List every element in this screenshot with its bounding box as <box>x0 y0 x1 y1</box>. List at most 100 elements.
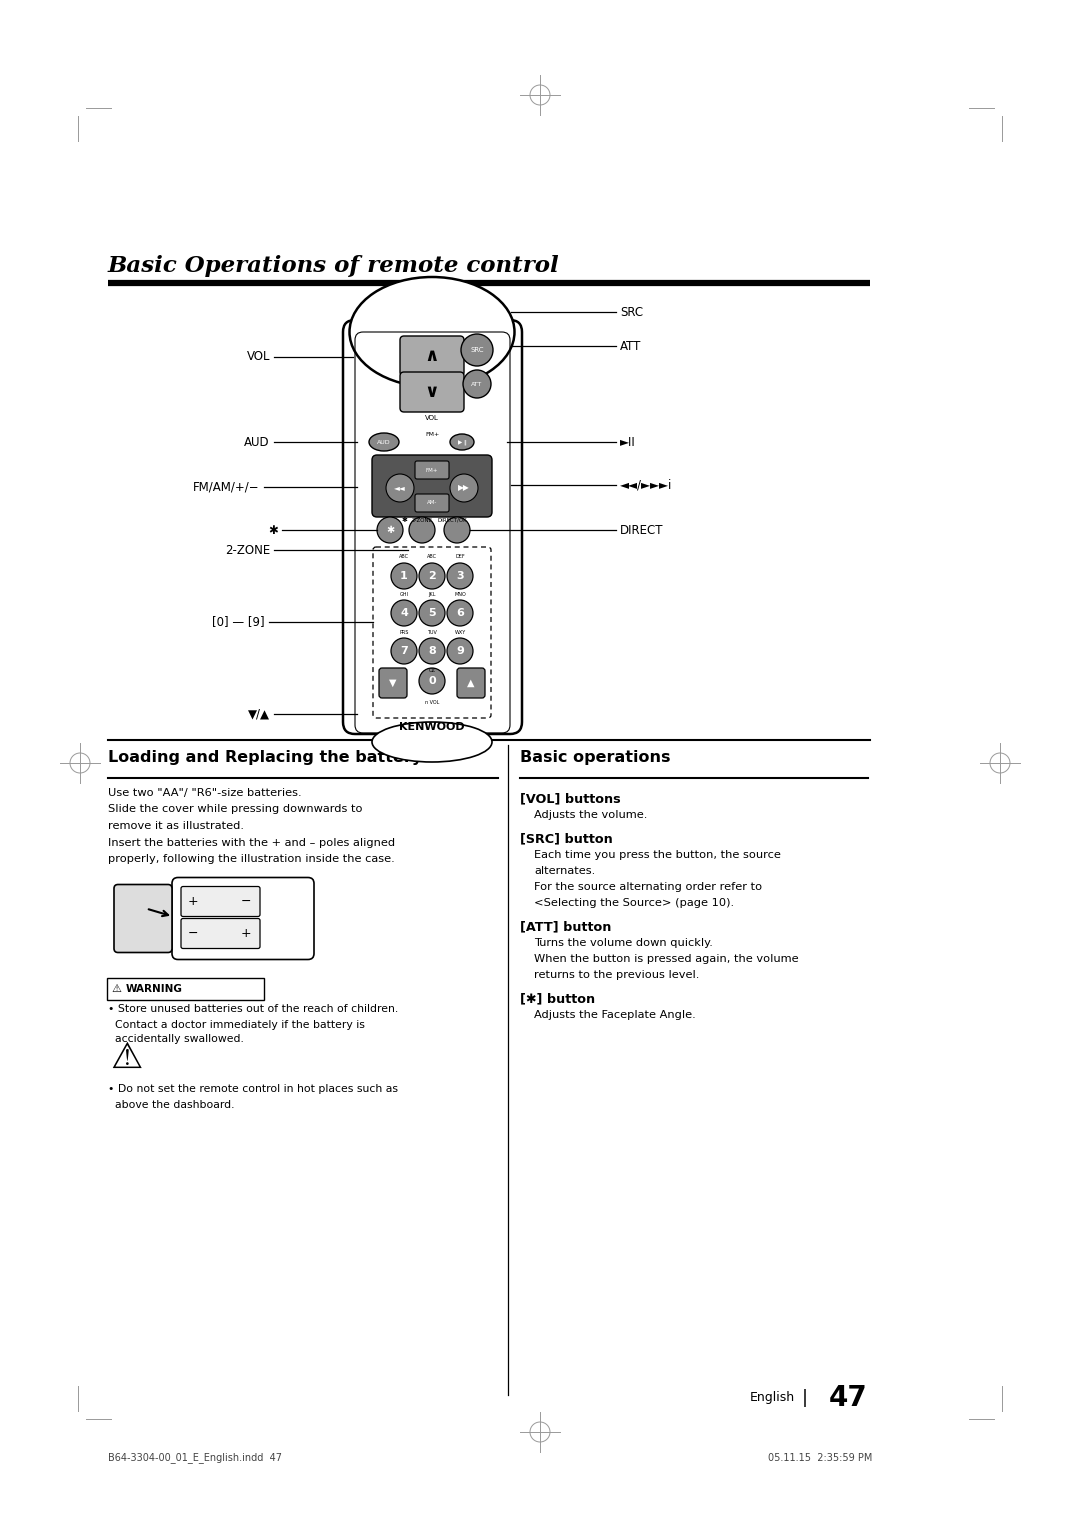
Text: GHI: GHI <box>400 592 408 597</box>
Text: ∧: ∧ <box>424 347 440 365</box>
Text: ▶ ‖: ▶ ‖ <box>458 440 467 444</box>
Text: Slide the cover while pressing downwards to: Slide the cover while pressing downwards… <box>108 805 363 814</box>
Circle shape <box>461 334 492 366</box>
FancyBboxPatch shape <box>400 336 464 376</box>
Text: ✱: ✱ <box>268 524 278 536</box>
Text: 4: 4 <box>400 608 408 618</box>
Text: Basic operations: Basic operations <box>519 750 671 765</box>
Text: ATT: ATT <box>620 339 642 353</box>
Text: ⚠: ⚠ <box>110 1040 143 1075</box>
Text: ✱: ✱ <box>401 518 407 524</box>
Text: 47: 47 <box>828 1383 867 1412</box>
Text: [VOL] buttons: [VOL] buttons <box>519 793 621 805</box>
Text: ABC: ABC <box>427 554 437 559</box>
Text: PRS: PRS <box>400 631 408 635</box>
FancyBboxPatch shape <box>181 919 260 948</box>
Circle shape <box>386 473 414 502</box>
Text: ∨: ∨ <box>424 383 440 402</box>
Text: 7: 7 <box>400 646 408 657</box>
Text: properly, following the illustration inside the case.: properly, following the illustration ins… <box>108 854 395 864</box>
FancyBboxPatch shape <box>379 667 407 698</box>
Text: WARNING: WARNING <box>126 983 183 994</box>
Text: VOL: VOL <box>246 351 270 363</box>
Text: Turns the volume down quickly.: Turns the volume down quickly. <box>534 938 713 948</box>
Text: Loading and Replacing the battery: Loading and Replacing the battery <box>108 750 422 765</box>
Text: above the dashboard.: above the dashboard. <box>108 1099 234 1110</box>
Text: 1: 1 <box>400 571 408 580</box>
Text: AUD: AUD <box>244 435 270 449</box>
Text: ◄◄/►►►i: ◄◄/►►►i <box>620 478 673 492</box>
Text: DIRECT: DIRECT <box>437 518 457 522</box>
Text: TUV: TUV <box>427 631 437 635</box>
FancyBboxPatch shape <box>415 495 449 512</box>
Text: 0: 0 <box>428 676 436 686</box>
Text: 2: 2 <box>428 571 436 580</box>
Text: FM/AM/+/−: FM/AM/+/− <box>193 481 260 493</box>
FancyBboxPatch shape <box>372 455 492 518</box>
Circle shape <box>391 600 417 626</box>
Circle shape <box>391 563 417 589</box>
Text: Adjusts the Faceplate Angle.: Adjusts the Faceplate Angle. <box>534 1009 696 1020</box>
Text: When the button is pressed again, the volume: When the button is pressed again, the vo… <box>534 954 798 964</box>
Text: accidentally swallowed.: accidentally swallowed. <box>108 1034 244 1044</box>
Text: −: − <box>241 895 251 909</box>
Circle shape <box>419 600 445 626</box>
Text: Each time you press the button, the source: Each time you press the button, the sour… <box>534 851 781 860</box>
Text: • Do not set the remote control in hot places such as: • Do not set the remote control in hot p… <box>108 1084 399 1095</box>
Text: ▼: ▼ <box>389 678 396 689</box>
Ellipse shape <box>450 434 474 450</box>
Text: 6: 6 <box>456 608 464 618</box>
Text: Basic Operations of remote control: Basic Operations of remote control <box>108 255 559 276</box>
Text: Adjusts the volume.: Adjusts the volume. <box>534 809 647 820</box>
Text: 2-ZONE: 2-ZONE <box>411 518 432 522</box>
Text: SRC: SRC <box>620 305 643 319</box>
Text: MNO: MNO <box>454 592 465 597</box>
Text: alternates.: alternates. <box>534 866 595 876</box>
Text: SRC: SRC <box>470 347 484 353</box>
Text: WXY: WXY <box>455 631 465 635</box>
FancyBboxPatch shape <box>343 321 522 734</box>
Text: [ATT] button: [ATT] button <box>519 919 611 933</box>
Text: [✱] button: [✱] button <box>519 993 595 1005</box>
Text: DEF: DEF <box>455 554 464 559</box>
Text: returns to the previous level.: returns to the previous level. <box>534 970 700 980</box>
Text: [SRC] button: [SRC] button <box>519 832 612 844</box>
Circle shape <box>463 370 491 399</box>
Text: ◄◄: ◄◄ <box>394 484 406 493</box>
Circle shape <box>419 638 445 664</box>
Text: FM+: FM+ <box>424 432 440 437</box>
Text: ⚠: ⚠ <box>111 983 121 994</box>
Circle shape <box>377 518 403 544</box>
Text: remove it as illustrated.: remove it as illustrated. <box>108 822 244 831</box>
Text: English: English <box>750 1391 795 1405</box>
Text: 2-ZONE: 2-ZONE <box>225 544 270 556</box>
Text: ATT: ATT <box>471 382 483 386</box>
Circle shape <box>419 667 445 693</box>
Text: FM+: FM+ <box>426 467 438 472</box>
Text: ✱: ✱ <box>386 525 394 534</box>
FancyBboxPatch shape <box>107 977 264 1000</box>
Text: Insert the batteries with the + and – poles aligned: Insert the batteries with the + and – po… <box>108 837 395 847</box>
Text: 9: 9 <box>456 646 464 657</box>
Text: For the source alternating order refer to: For the source alternating order refer t… <box>534 883 762 892</box>
Text: ►II: ►II <box>620 435 636 449</box>
Text: ABC: ABC <box>399 554 409 559</box>
Text: [0] — [9]: [0] — [9] <box>213 615 265 629</box>
Text: • Store unused batteries out of the reach of children.: • Store unused batteries out of the reac… <box>108 1005 399 1014</box>
FancyBboxPatch shape <box>114 884 172 953</box>
Ellipse shape <box>372 722 492 762</box>
Text: ▶▶: ▶▶ <box>458 484 470 493</box>
FancyBboxPatch shape <box>181 887 260 916</box>
Text: 05.11.15  2:35:59 PM: 05.11.15 2:35:59 PM <box>768 1454 872 1463</box>
Circle shape <box>450 473 478 502</box>
Text: −: − <box>188 927 199 941</box>
FancyBboxPatch shape <box>400 373 464 412</box>
Text: 3: 3 <box>456 571 463 580</box>
Text: OZ: OZ <box>429 667 435 673</box>
Text: AUD: AUD <box>377 440 391 444</box>
Text: ▼/▲: ▼/▲ <box>248 707 270 721</box>
Circle shape <box>447 600 473 626</box>
Text: Contact a doctor immediately if the battery is: Contact a doctor immediately if the batt… <box>108 1020 365 1029</box>
Text: ▲: ▲ <box>468 678 475 689</box>
FancyBboxPatch shape <box>415 461 449 479</box>
